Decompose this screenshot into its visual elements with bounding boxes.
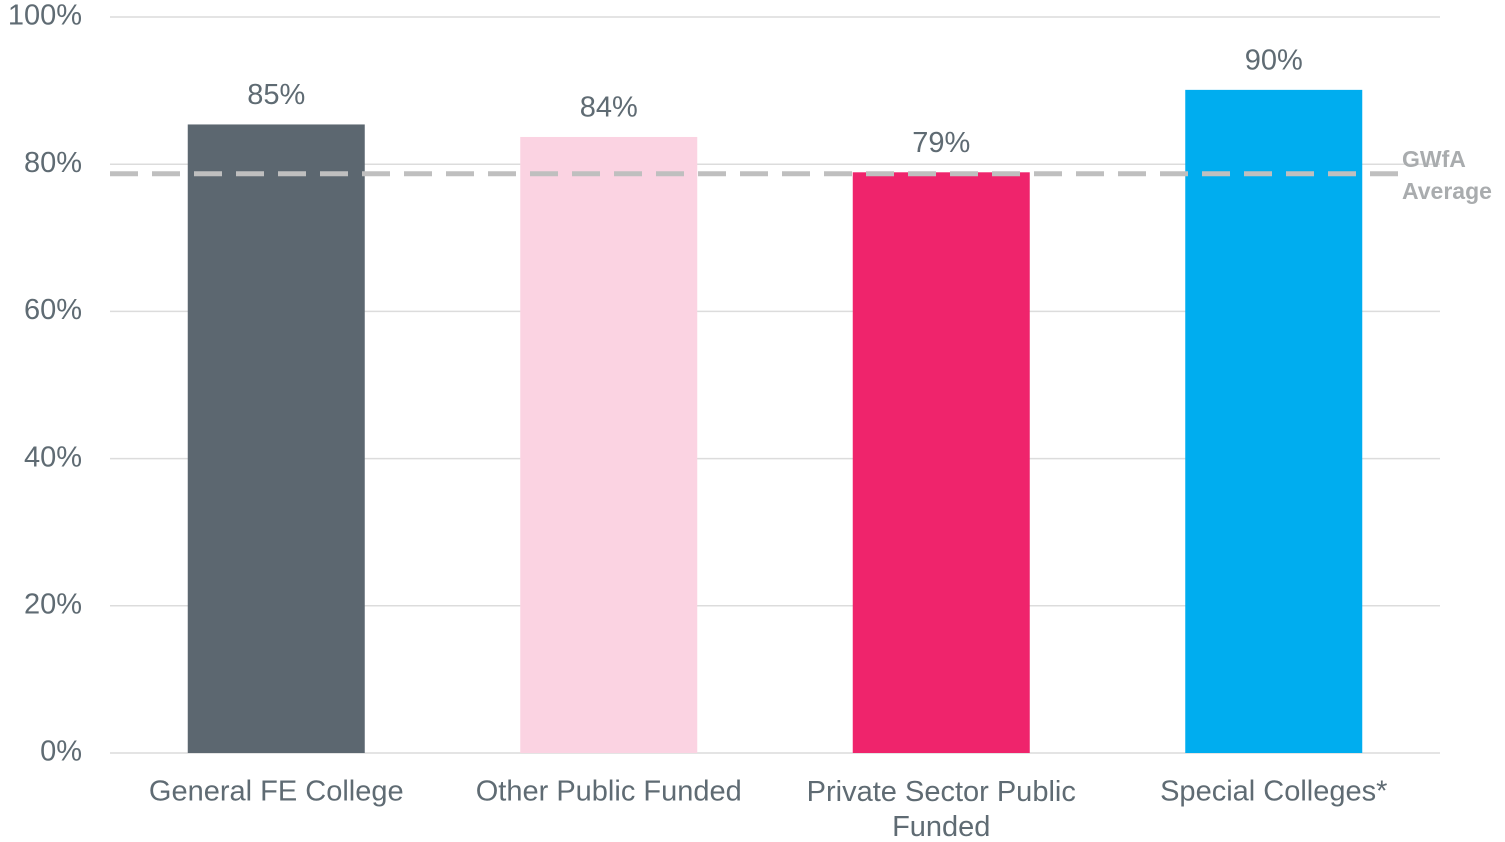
reference-label: Average — [1402, 178, 1492, 204]
y-tick-label: 60% — [24, 294, 82, 326]
x-tick-label: Special Colleges* — [1160, 776, 1387, 808]
x-tick-label-line: Private Sector Public — [807, 776, 1076, 808]
bar — [187, 124, 365, 754]
y-tick-label: 20% — [24, 588, 82, 620]
x-tick-label: Private Sector Public Funded — [807, 776, 1076, 842]
x-tick-label-line: Funded — [892, 811, 990, 842]
x-tick-label: General FE College — [149, 776, 404, 808]
y-tick-label: 40% — [24, 441, 82, 473]
value-label: 90% — [1245, 45, 1303, 77]
value-label: 84% — [580, 92, 638, 124]
value-label: 85% — [247, 79, 305, 111]
reference-label: GWfA — [1402, 146, 1466, 172]
y-tick-label: 80% — [24, 147, 82, 179]
x-tick-label: Other Public Funded — [476, 776, 742, 808]
bar — [852, 172, 1030, 753]
bar — [1185, 89, 1363, 753]
value-label: 79% — [912, 127, 970, 159]
y-tick-label: 100% — [8, 0, 82, 32]
bar — [520, 136, 698, 753]
y-tick-label: 0% — [40, 736, 82, 768]
